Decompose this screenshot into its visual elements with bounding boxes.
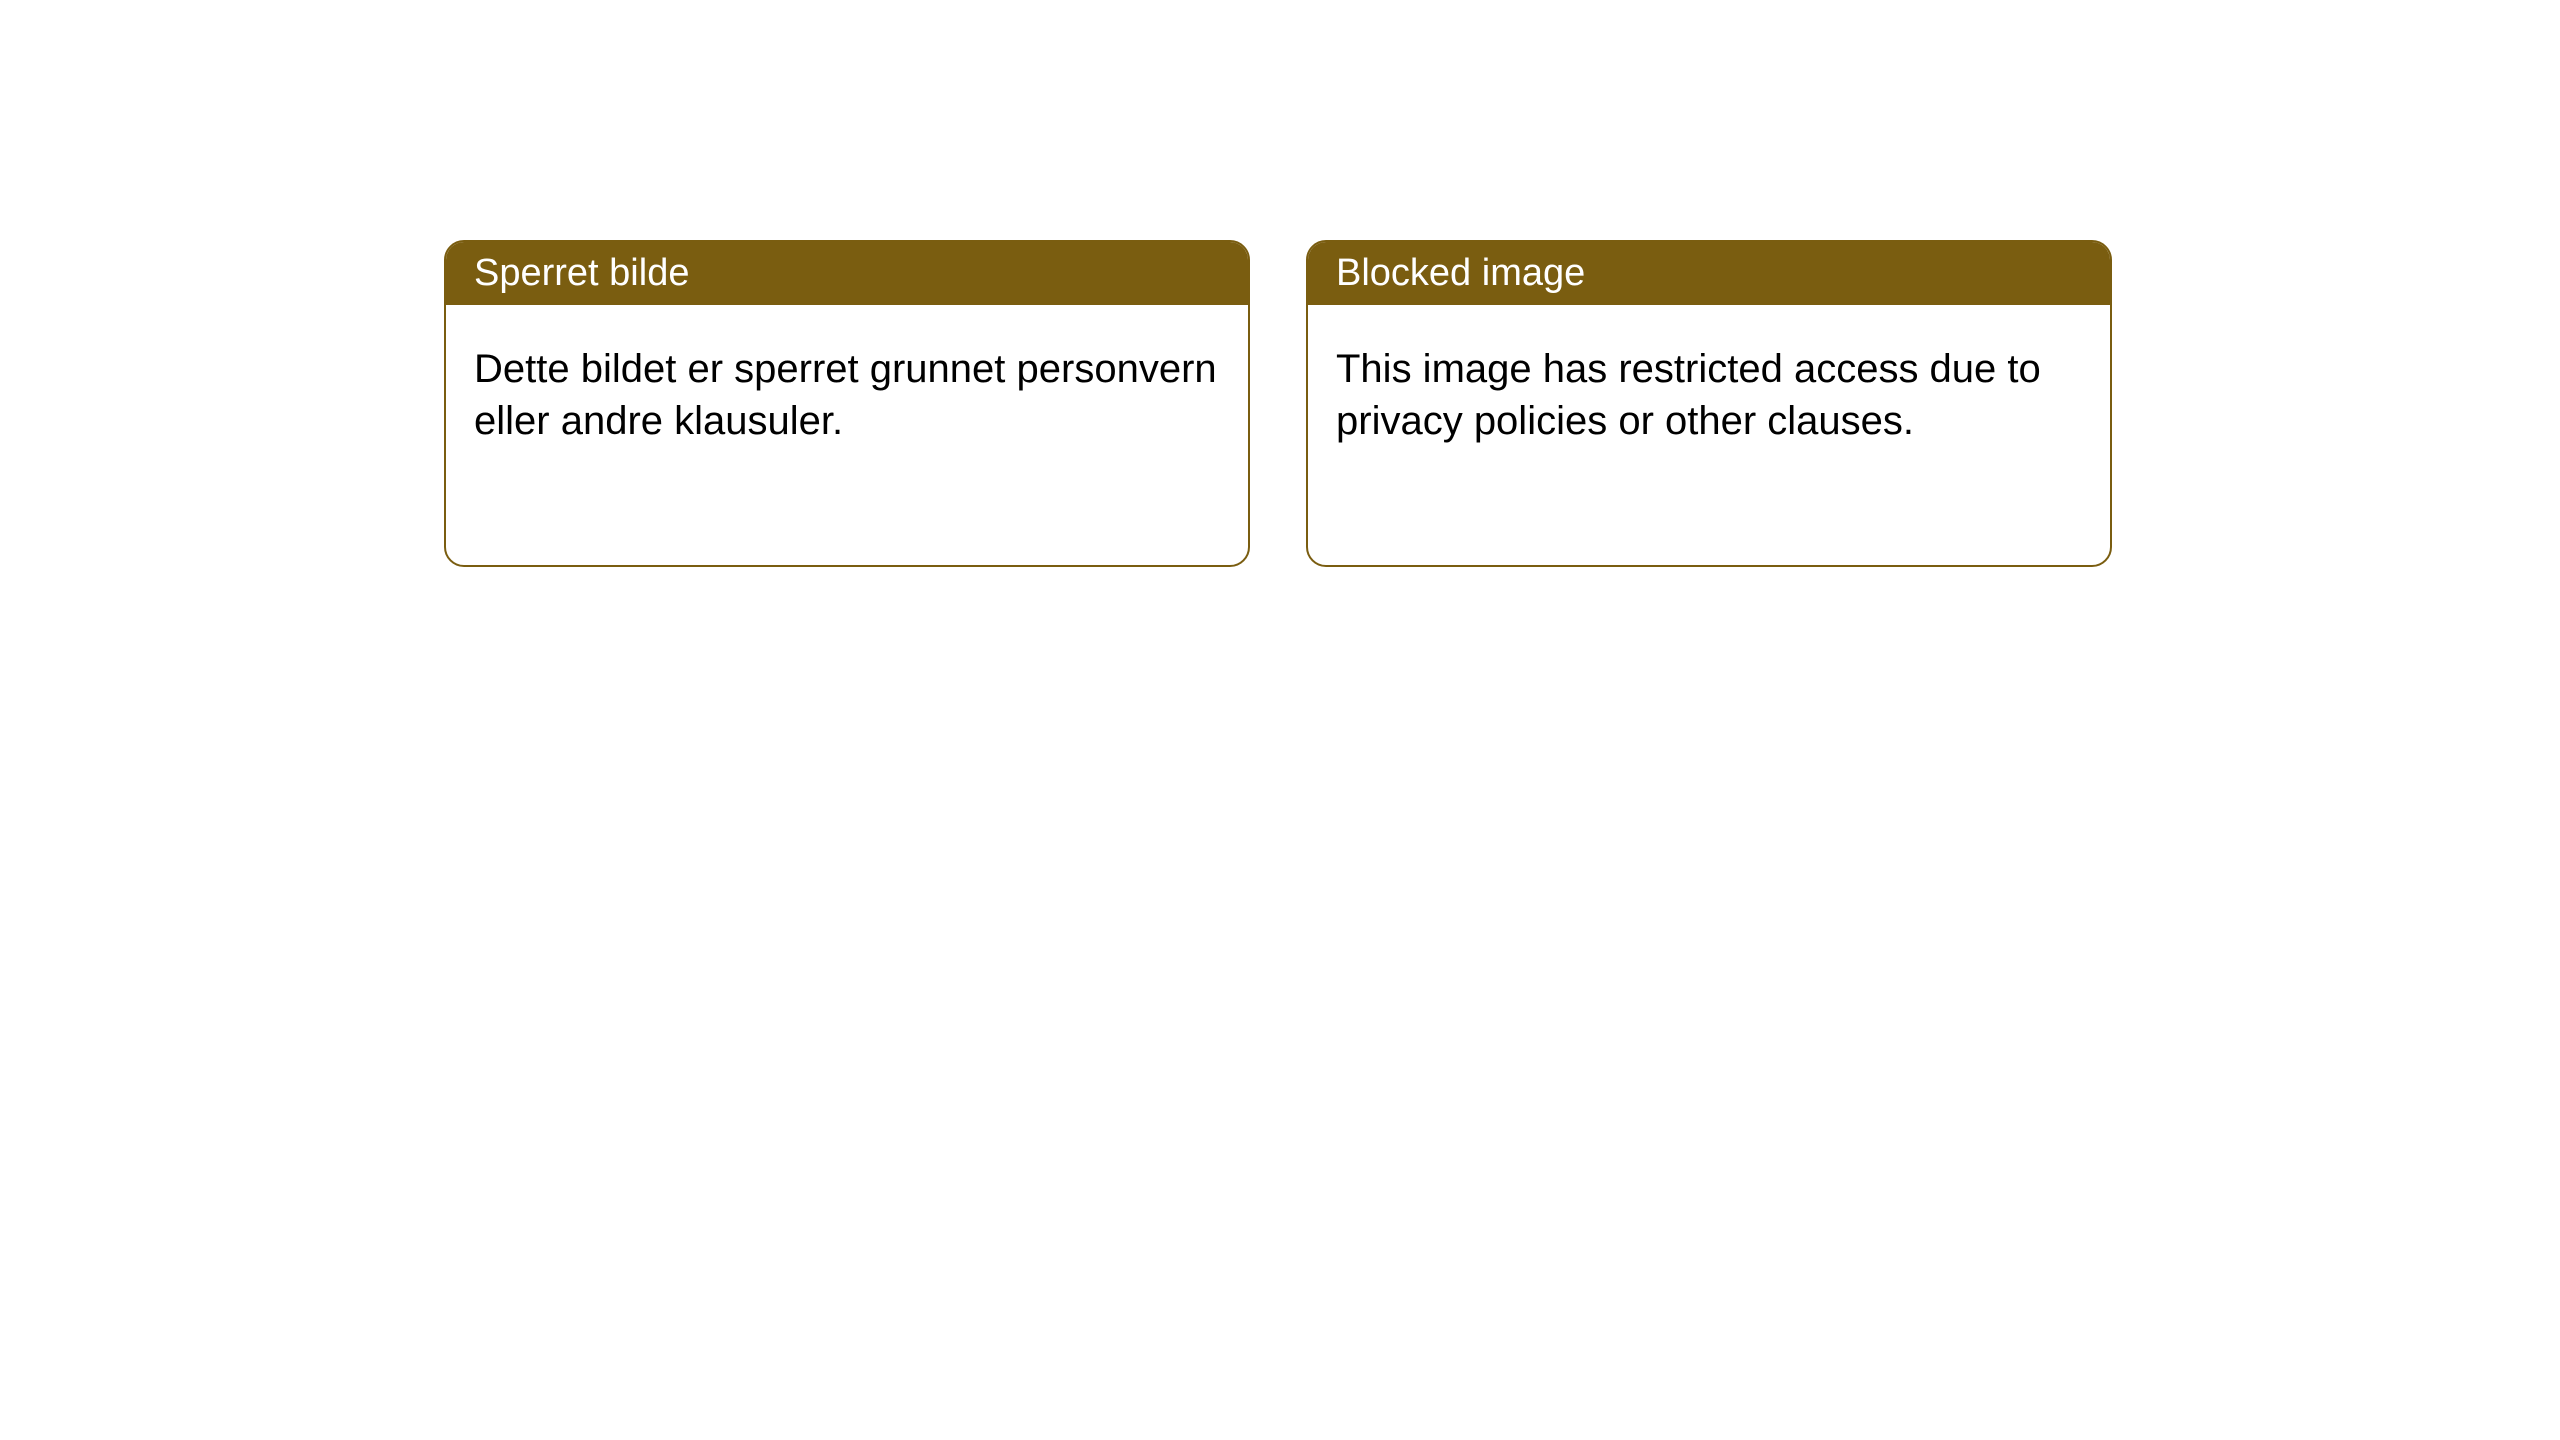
notice-container: Sperret bilde Dette bildet er sperret gr… <box>0 0 2560 567</box>
notice-card-english: Blocked image This image has restricted … <box>1306 240 2112 567</box>
notice-body: Dette bildet er sperret grunnet personve… <box>446 305 1248 565</box>
notice-card-norwegian: Sperret bilde Dette bildet er sperret gr… <box>444 240 1250 567</box>
notice-body: This image has restricted access due to … <box>1308 305 2110 565</box>
notice-header: Blocked image <box>1308 242 2110 305</box>
notice-header: Sperret bilde <box>446 242 1248 305</box>
